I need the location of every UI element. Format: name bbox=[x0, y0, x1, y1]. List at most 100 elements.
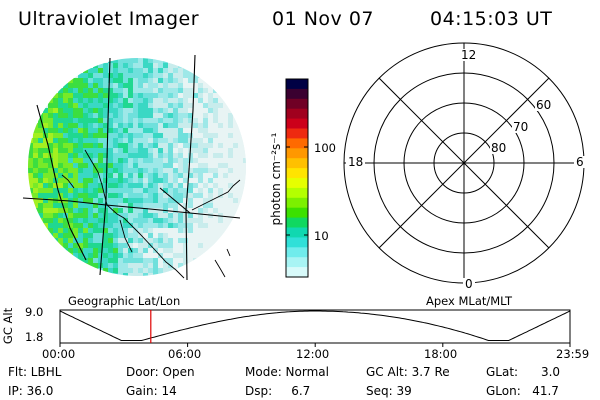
uv-pixel bbox=[133, 233, 138, 238]
uv-pixel bbox=[238, 213, 243, 218]
uv-pixel bbox=[108, 228, 113, 233]
uv-pixel bbox=[93, 148, 98, 153]
uv-pixel bbox=[138, 168, 143, 173]
uv-pixel bbox=[173, 168, 178, 173]
uv-pixel bbox=[133, 218, 138, 223]
uv-pixel bbox=[98, 108, 103, 113]
uv-pixel bbox=[63, 118, 68, 123]
uv-pixel bbox=[128, 63, 133, 68]
uv-pixel bbox=[98, 138, 103, 143]
uv-pixel bbox=[73, 203, 78, 208]
uv-pixel bbox=[83, 198, 88, 203]
uv-pixel bbox=[143, 78, 148, 83]
uv-pixel bbox=[193, 208, 198, 213]
altitude-ytick-top: 9.0 bbox=[25, 305, 44, 319]
uv-pixel bbox=[148, 113, 153, 118]
uv-pixel bbox=[103, 153, 108, 158]
uv-pixel bbox=[183, 143, 188, 148]
uv-pixel bbox=[138, 78, 143, 83]
uv-pixel bbox=[88, 188, 93, 193]
uv-pixel bbox=[38, 168, 43, 173]
uv-pixel bbox=[153, 108, 158, 113]
uv-pixel bbox=[163, 93, 168, 98]
uv-pixel bbox=[43, 193, 48, 198]
uv-pixel bbox=[113, 88, 118, 93]
uv-pixel bbox=[198, 233, 203, 238]
uv-pixel bbox=[233, 188, 238, 193]
uv-pixel bbox=[163, 163, 168, 168]
uv-pixel bbox=[203, 238, 208, 243]
uv-pixel bbox=[78, 83, 83, 88]
uv-pixel bbox=[158, 118, 163, 123]
uv-pixel bbox=[118, 193, 123, 198]
altitude-plot-frame bbox=[59, 309, 571, 344]
uv-pixel bbox=[103, 148, 108, 153]
uv-pixel bbox=[43, 108, 48, 113]
colorbar-tick-label-10: 10 bbox=[314, 229, 329, 243]
uv-pixel bbox=[83, 133, 88, 138]
uv-pixel bbox=[173, 88, 178, 93]
uv-pixel bbox=[68, 188, 73, 193]
uv-pixel bbox=[203, 168, 208, 173]
uv-pixel bbox=[43, 138, 48, 143]
uv-pixel bbox=[128, 188, 133, 193]
uv-pixel bbox=[123, 128, 128, 133]
uv-pixel bbox=[183, 188, 188, 193]
uv-pixel bbox=[108, 148, 113, 153]
uv-pixel bbox=[223, 123, 228, 128]
uv-pixel bbox=[213, 248, 218, 253]
uv-pixel bbox=[148, 223, 153, 228]
uv-pixel bbox=[178, 193, 183, 198]
uv-pixel bbox=[203, 148, 208, 153]
uv-pixel bbox=[208, 193, 213, 198]
uv-pixel bbox=[98, 73, 103, 78]
uv-pixel bbox=[163, 213, 168, 218]
uv-pixel bbox=[98, 198, 103, 203]
uv-pixel bbox=[118, 178, 123, 183]
uv-pixel bbox=[168, 258, 173, 263]
uv-pixel bbox=[183, 203, 188, 208]
uv-pixel bbox=[163, 123, 168, 128]
uv-pixel bbox=[228, 198, 233, 203]
uv-pixel bbox=[128, 58, 133, 63]
uv-pixel bbox=[123, 178, 128, 183]
uv-pixel bbox=[218, 208, 223, 213]
uv-pixel bbox=[158, 113, 163, 118]
uv-pixel bbox=[78, 188, 83, 193]
uv-pixel bbox=[78, 153, 83, 158]
colorbar-cell bbox=[286, 178, 308, 189]
uv-pixel bbox=[203, 233, 208, 238]
uv-pixel bbox=[218, 168, 223, 173]
uv-pixel bbox=[118, 73, 123, 78]
colorbar bbox=[285, 78, 309, 278]
uv-pixel bbox=[58, 183, 63, 188]
uv-pixel bbox=[243, 138, 246, 143]
uv-pixel bbox=[153, 73, 158, 78]
uv-pixel bbox=[73, 78, 78, 83]
uv-pixel bbox=[68, 128, 73, 133]
uv-pixel bbox=[198, 103, 203, 108]
uv-pixel bbox=[43, 118, 48, 123]
uv-pixel bbox=[113, 98, 118, 103]
uv-pixel bbox=[228, 103, 233, 108]
uv-pixel bbox=[223, 188, 228, 193]
uv-pixel bbox=[103, 78, 108, 83]
uv-pixel bbox=[223, 103, 228, 108]
uv-pixel bbox=[148, 188, 153, 193]
colorbar-cell bbox=[286, 108, 308, 120]
uv-pixel bbox=[158, 198, 163, 203]
uv-pixel bbox=[138, 128, 143, 133]
mlt-label-0: 0 bbox=[463, 277, 475, 291]
uv-pixel bbox=[58, 163, 63, 168]
uv-pixel bbox=[228, 153, 233, 158]
uv-pixel bbox=[123, 98, 128, 103]
uv-pixel bbox=[193, 128, 198, 133]
uv-pixel bbox=[113, 193, 118, 198]
uv-pixel bbox=[193, 188, 198, 193]
uv-pixel bbox=[88, 213, 93, 218]
uv-pixel bbox=[108, 218, 113, 223]
uv-pixel bbox=[68, 103, 73, 108]
uv-pixel bbox=[93, 158, 98, 163]
uv-pixel bbox=[123, 133, 128, 138]
uv-pixel bbox=[58, 153, 63, 158]
